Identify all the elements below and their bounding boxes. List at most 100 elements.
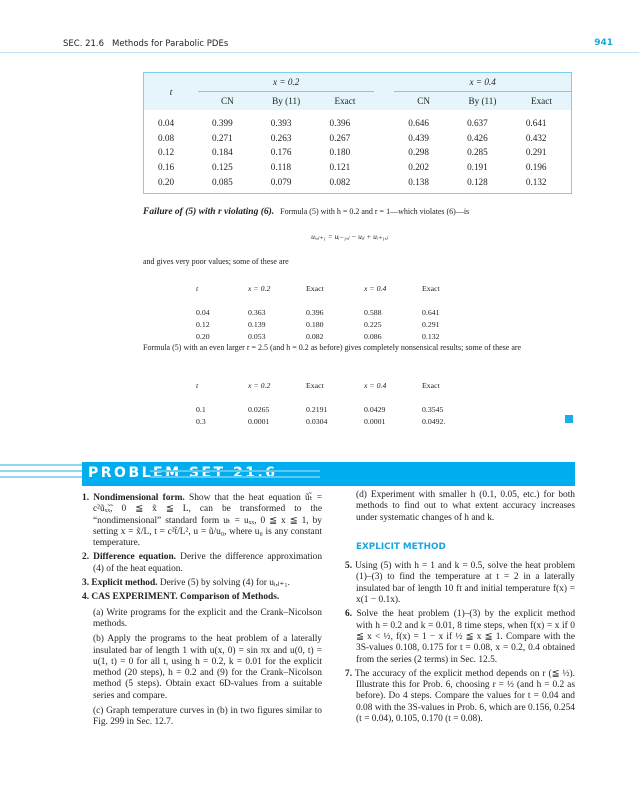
end-of-example-square [565,415,573,423]
table-row: 0.08 0.271 0.263 0.267 0.439 0.426 0.432 [144,131,572,146]
header-row: t x = 0.2 Exact x = 0.4 Exact [196,284,480,306]
problem-number: 1. [82,493,90,503]
table-row: 0.3 0.0001 0.0304 0.0001 0.0492. [196,415,480,427]
table-cell: 0.0492. [422,416,446,426]
nonsense-paragraph: Formula (5) with an even larger r = 2.5 … [143,343,522,352]
table-cell: 0.086 [364,331,382,341]
table-cell: 0.439 [408,132,429,143]
col-header: CN [221,96,234,106]
table-cell: 0.291 [525,147,547,158]
table-cell: 0.085 [212,176,233,187]
table-cell: 0.641 [525,118,547,129]
col-header: x = 0.2 [248,284,271,293]
table-cell: 0.271 [212,132,233,143]
table-row: 0.20 0.053 0.082 0.086 0.132 [196,330,480,342]
table-cell: 0.393 [270,118,292,129]
equation: uᵢ,ⱼ₊₁ = uᵢ₋₁,ⱼ − uᵢⱼ + uᵢ₊₁,ⱼ [311,232,388,241]
table-cell: 0.0265 [248,404,270,414]
problem-2: 2. Difference equation. Derive the diffe… [82,552,322,575]
failure-text: Formula (5) with h = 0.2 and r = 1—which… [280,207,470,216]
problem-4b: (b) Apply the programs to the heat probl… [93,634,322,701]
table-cell: 0.298 [408,147,429,158]
problem-number: 4. [82,592,90,603]
table-row: 0.1 0.0265 0.2191 0.0429 0.3545 [196,403,480,415]
problem-1: 1. Nondimensional form. Show that the he… [82,493,322,549]
table-cell: 0.138 [408,176,429,187]
table-cell: 0.118 [270,162,292,173]
table-cell: 0.285 [467,147,488,158]
col-header: x = 0.2 [248,381,271,390]
table-cell: 0.0001 [364,416,386,426]
col-header: By (11) [468,96,497,106]
section-title: Methods for Parabolic PDEs [112,39,229,49]
spacer [374,174,394,193]
problem-4d: (d) Experiment with smaller h (0.1, 0.05… [356,490,575,523]
table-cell: 0.263 [270,132,292,143]
problem-7: 7. The accuracy of the explicit method d… [344,669,575,725]
table-cell: 0.432 [525,132,547,143]
nonsense-values-table: t x = 0.2 Exact x = 0.4 Exact 0.1 0.0265 0.2191… [196,381,480,427]
table-cell: 0.399 [212,118,233,129]
table-cell: 0.0429 [364,404,386,414]
table-cell: 0.184 [212,147,233,158]
group-x02: x = 0.2 [198,72,375,92]
banner-line [0,470,82,472]
banner-line [0,476,82,478]
table-row: 0.12 0.184 0.176 0.180 0.298 0.285 0.291 [144,145,572,160]
page-number: 941 [594,38,613,48]
problem-set-title: PROBLEM SET 21.6 [88,465,278,481]
spacer [374,160,394,175]
spacer [374,73,394,92]
header-rule [0,52,639,53]
table-cell: 0.180 [329,147,351,158]
problem-5: 5. Using (5) with h = 1 and k = 0.5, sol… [344,561,575,606]
table-cell: 0.08 [158,132,175,143]
table-row: 0.12 0.139 0.180 0.225 0.291 [196,318,480,330]
problem-3: 3. Explicit method. Derive (5) by solvin… [82,578,322,589]
problem-4a: (a) Write programs for the explicit and … [93,607,322,629]
table-cell: 0.20 [158,176,175,187]
table-cell: 0.2191 [306,404,328,414]
col-header: Exact [306,381,324,390]
table-cell: 0.396 [329,118,351,129]
col-t: t [169,86,173,97]
header-row: t x = 0.2 Exact x = 0.4 Exact [196,381,480,403]
table-row: 0.04 0.363 0.396 0.588 0.641 [196,306,480,318]
table-cell: 0.1 [196,404,206,414]
table-cell: 0.0001 [248,416,270,426]
table-cell: 0.396 [306,307,324,317]
col-header: x = 0.4 [364,381,387,390]
col-header: Exact [530,96,552,106]
table-cell: 0.291 [422,319,440,329]
table-cell: 0.588 [364,307,382,317]
left-column: 1. Nondimensional form. Show that the he… [82,493,322,732]
table-cell: 0.082 [306,331,324,341]
problem-number: 7. [345,668,353,679]
col-header: Exact [334,96,356,106]
table-cell: 0.191 [467,162,488,173]
table-cell: 0.132 [525,176,547,187]
table-cell: 0.0304 [306,416,328,426]
table-cell: 0.180 [306,319,324,329]
table-cell: 0.176 [270,147,292,158]
table-cell: 0.12 [158,147,175,158]
col-header: x = 0.4 [364,284,387,293]
table-cell: 0.128 [467,176,488,187]
col-header: Exact [422,381,440,390]
table-cell: 0.16 [158,162,175,173]
table-cell: 0.125 [212,162,233,173]
running-header: SEC. 21.6 Methods for Parabolic PDEs [63,39,228,49]
problem-text: Solve the heat problem (1)–(3) by the ex… [356,609,576,665]
table-row: 0.20 0.085 0.079 0.082 0.138 0.128 0.132 [144,174,572,193]
problem-number: 6. [345,609,353,620]
table-cell: 0.132 [422,331,440,341]
table-cell: 0.196 [525,162,547,173]
problem-text: Derive (5) by solving (4) for uᵢ,ⱼ₊₁. [159,578,290,589]
table-cell: 0.121 [329,162,351,173]
table-cell: 0.202 [408,162,429,173]
col-header: t [196,284,199,293]
problem-number: 2. [82,552,90,563]
problem-text: Using (5) with h = 1 and k = 0.5, solve … [355,561,575,606]
